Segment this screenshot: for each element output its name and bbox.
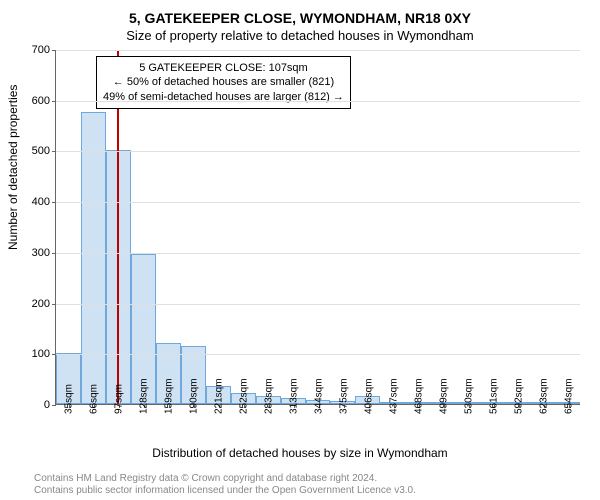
- y-tick-mark: [52, 50, 56, 51]
- plot-area: 5 GATEKEEPER CLOSE: 107sqm ← 50% of deta…: [55, 50, 580, 405]
- x-tick-label: 592sqm: [513, 410, 524, 414]
- x-tick-label: 283sqm: [263, 410, 274, 414]
- gridline: [56, 101, 580, 102]
- x-tick-label: 375sqm: [338, 410, 349, 414]
- gridline: [56, 253, 580, 254]
- gridline: [56, 202, 580, 203]
- gridline: [56, 151, 580, 152]
- footer-licence: Contains public sector information licen…: [34, 485, 416, 496]
- annotation-line-3: 49% of semi-detached houses are larger (…: [103, 90, 344, 104]
- y-tick-label: 400: [32, 196, 50, 208]
- y-tick-label: 600: [32, 95, 50, 107]
- y-tick-label: 100: [32, 348, 50, 360]
- y-tick-label: 200: [32, 298, 50, 310]
- chart-title-main: 5, GATEKEEPER CLOSE, WYMONDHAM, NR18 0XY: [0, 10, 600, 26]
- footer-copyright: Contains HM Land Registry data © Crown c…: [34, 473, 377, 484]
- y-tick-label: 700: [32, 44, 50, 56]
- x-tick-label: 344sqm: [313, 410, 324, 414]
- y-tick-mark: [52, 304, 56, 305]
- x-tick-label: 97sqm: [113, 410, 124, 414]
- x-tick-label: 35sqm: [63, 410, 74, 414]
- x-tick-label: 128sqm: [138, 410, 149, 414]
- x-tick-label: 159sqm: [163, 410, 174, 414]
- histogram-bar: [81, 112, 106, 404]
- x-tick-label: 561sqm: [488, 410, 499, 414]
- x-tick-label: 406sqm: [363, 410, 374, 414]
- x-tick-label: 468sqm: [413, 410, 424, 414]
- x-tick-label: 437sqm: [388, 410, 399, 414]
- y-tick-mark: [52, 202, 56, 203]
- x-tick-label: 66sqm: [88, 410, 99, 414]
- y-tick-mark: [52, 354, 56, 355]
- chart-title-sub: Size of property relative to detached ho…: [0, 28, 600, 43]
- x-tick-label: 623sqm: [538, 410, 549, 414]
- x-tick-label: 221sqm: [213, 410, 224, 414]
- gridline: [56, 50, 580, 51]
- y-tick-label: 300: [32, 247, 50, 259]
- x-tick-label: 654sqm: [563, 410, 574, 414]
- y-tick-mark: [52, 101, 56, 102]
- y-axis-label: Number of detached properties: [6, 85, 20, 250]
- x-tick-label: 313sqm: [288, 410, 299, 414]
- chart-container: 5, GATEKEEPER CLOSE, WYMONDHAM, NR18 0XY…: [0, 0, 600, 500]
- x-tick-label: 530sqm: [463, 410, 474, 414]
- y-tick-mark: [52, 405, 56, 406]
- x-tick-label: 252sqm: [238, 410, 249, 414]
- x-axis-label: Distribution of detached houses by size …: [0, 446, 600, 460]
- y-tick-label: 0: [44, 399, 50, 411]
- annotation-line-1: 5 GATEKEEPER CLOSE: 107sqm: [103, 61, 344, 75]
- y-tick-label: 500: [32, 145, 50, 157]
- annotation-line-2: ← 50% of detached houses are smaller (82…: [103, 75, 344, 89]
- gridline: [56, 304, 580, 305]
- y-tick-mark: [52, 253, 56, 254]
- x-tick-label: 190sqm: [188, 410, 199, 414]
- y-tick-mark: [52, 151, 56, 152]
- x-tick-label: 499sqm: [438, 410, 449, 414]
- gridline: [56, 354, 580, 355]
